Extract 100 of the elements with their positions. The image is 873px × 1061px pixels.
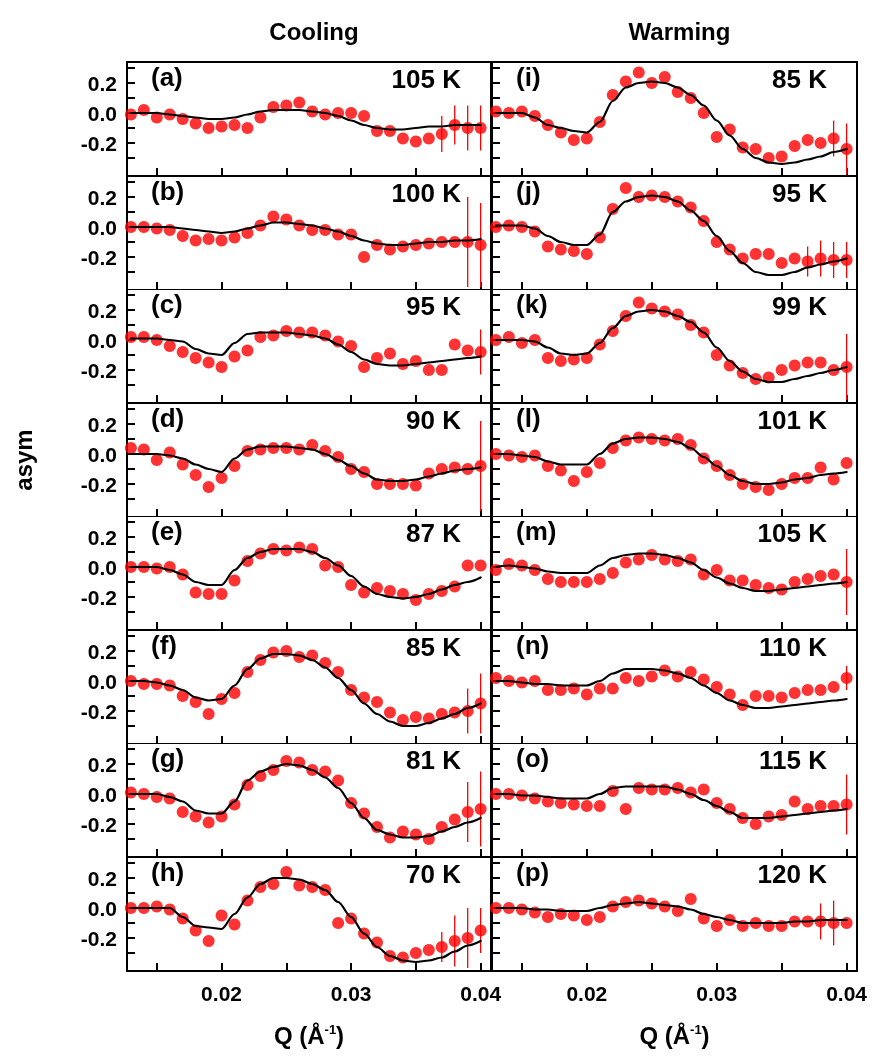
point bbox=[827, 680, 840, 693]
point bbox=[606, 682, 619, 694]
annotation: (h) bbox=[151, 856, 185, 887]
point bbox=[358, 110, 371, 122]
y-tick-label: 0.0 bbox=[87, 328, 117, 352]
point bbox=[435, 364, 448, 376]
annotation: (i) bbox=[516, 62, 541, 92]
point bbox=[619, 556, 632, 569]
point bbox=[710, 564, 723, 576]
annotation: 101 K bbox=[757, 404, 828, 435]
point bbox=[409, 710, 422, 723]
point bbox=[684, 892, 697, 905]
annotation: 70 K bbox=[406, 858, 462, 889]
point bbox=[580, 465, 593, 478]
annotation: 85 K bbox=[406, 631, 462, 662]
annotation: 85 K bbox=[772, 64, 828, 94]
y-tick-label: -0.2 bbox=[80, 585, 117, 609]
point bbox=[827, 473, 840, 485]
y-tick-label: 0.2 bbox=[87, 185, 117, 208]
point bbox=[801, 683, 814, 696]
point bbox=[606, 567, 619, 579]
point bbox=[383, 706, 396, 718]
y-tick-label: -0.2 bbox=[80, 812, 117, 836]
point bbox=[827, 132, 840, 145]
point bbox=[697, 107, 710, 119]
point bbox=[358, 250, 371, 263]
point bbox=[474, 924, 487, 936]
point bbox=[228, 459, 241, 472]
y-tick-label: 0.2 bbox=[87, 752, 117, 776]
point bbox=[567, 474, 580, 487]
point bbox=[332, 916, 345, 929]
point bbox=[176, 689, 189, 702]
x-tick-label: 0.04 bbox=[460, 981, 502, 1005]
point bbox=[215, 234, 228, 246]
point bbox=[319, 559, 332, 572]
point bbox=[541, 573, 554, 585]
point bbox=[749, 689, 762, 702]
point bbox=[814, 461, 827, 473]
point bbox=[202, 707, 215, 720]
point bbox=[814, 137, 827, 149]
point bbox=[332, 774, 345, 787]
point bbox=[228, 231, 241, 243]
point bbox=[345, 340, 358, 352]
point bbox=[215, 361, 228, 373]
point bbox=[593, 800, 606, 812]
x-tick-label: 0.02 bbox=[201, 981, 242, 1005]
point bbox=[749, 818, 762, 830]
y-tick-label: 0.0 bbox=[87, 101, 117, 125]
point bbox=[215, 471, 228, 484]
point bbox=[801, 573, 814, 585]
point bbox=[775, 150, 788, 163]
y-tick-label: 0.0 bbox=[87, 555, 117, 579]
point bbox=[658, 71, 671, 83]
point bbox=[749, 143, 762, 155]
point bbox=[684, 665, 697, 678]
point bbox=[371, 582, 384, 594]
point bbox=[632, 553, 645, 566]
annotation: 120 K bbox=[757, 858, 828, 889]
point bbox=[189, 810, 202, 823]
point bbox=[215, 120, 228, 133]
point bbox=[775, 256, 788, 269]
annotation: (c) bbox=[151, 289, 183, 319]
point bbox=[228, 350, 241, 363]
x-tick-label: 0.04 bbox=[826, 981, 868, 1005]
point bbox=[254, 111, 267, 124]
point bbox=[710, 680, 723, 693]
annotation: (j) bbox=[516, 175, 541, 206]
y-tick-label: -0.2 bbox=[80, 926, 117, 949]
point bbox=[814, 800, 827, 812]
point bbox=[228, 686, 241, 699]
y-tick-label: 0.2 bbox=[87, 298, 117, 322]
annotation: 105 K bbox=[391, 64, 462, 94]
point bbox=[580, 800, 593, 812]
point bbox=[567, 576, 580, 588]
point bbox=[422, 943, 435, 956]
point bbox=[371, 352, 384, 364]
annotation: (a) bbox=[151, 62, 183, 92]
point bbox=[435, 128, 448, 140]
point bbox=[202, 816, 215, 829]
annotation: (o) bbox=[516, 743, 550, 773]
annotation: 87 K bbox=[406, 518, 462, 548]
point bbox=[202, 122, 215, 134]
point bbox=[228, 119, 241, 131]
point bbox=[409, 135, 422, 148]
y-tick-label: 0.0 bbox=[87, 669, 117, 692]
point bbox=[710, 919, 723, 932]
point bbox=[580, 576, 593, 588]
point bbox=[593, 456, 606, 469]
point bbox=[422, 132, 435, 145]
point bbox=[775, 364, 788, 376]
point bbox=[788, 140, 801, 152]
annotation: 110 K bbox=[759, 631, 828, 662]
point bbox=[645, 670, 658, 682]
point bbox=[189, 352, 202, 364]
point bbox=[176, 346, 189, 358]
point bbox=[814, 683, 827, 696]
annotation: (m) bbox=[516, 516, 557, 546]
point bbox=[448, 338, 461, 351]
point bbox=[541, 240, 554, 252]
point bbox=[632, 674, 645, 687]
